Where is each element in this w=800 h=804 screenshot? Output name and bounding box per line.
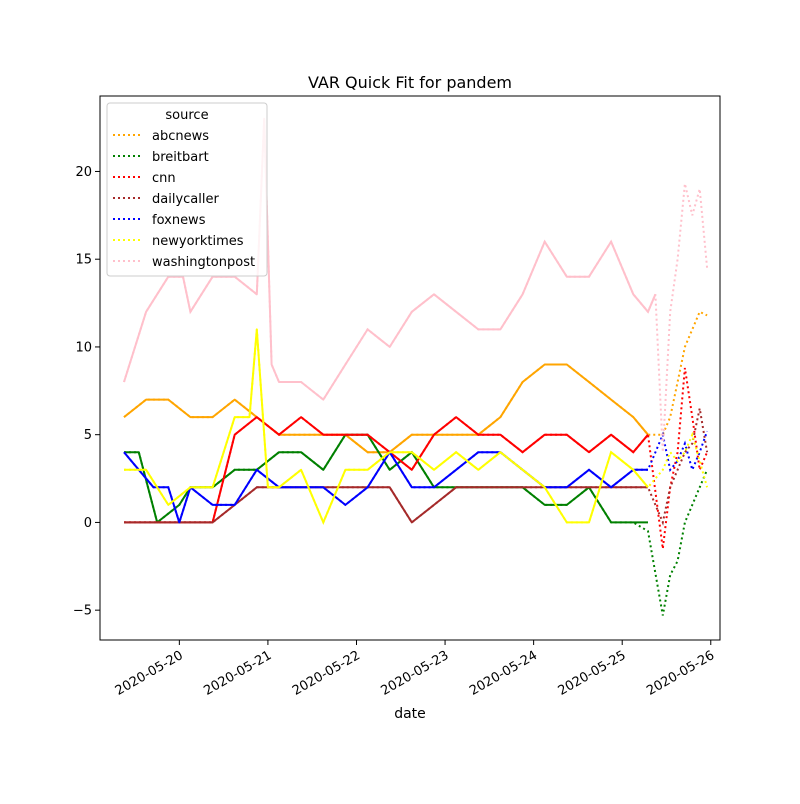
y-tick-label: −5: [73, 604, 92, 619]
series-layer: [123, 117, 709, 616]
y-tick-label: 10: [75, 340, 92, 355]
legend-label-abcnews: abcnews: [152, 129, 209, 144]
y-tick-label: 5: [84, 428, 92, 443]
legend-entries: abcnews breitbart cnn dailycaller foxnews new…: [113, 129, 255, 270]
chart-title: VAR Quick Fit for pandem: [308, 73, 512, 92]
plot-area-frame: [99, 95, 721, 641]
series-line-newyorktimes: [124, 328, 649, 524]
y-tick-label: 0: [84, 516, 92, 531]
legend-title: source: [165, 108, 208, 123]
legend-label-breitbart: breitbart: [152, 150, 209, 165]
legend-frame: [106, 102, 268, 277]
series-line-foxnews: [123, 451, 648, 524]
series-line-washingtonpost: [123, 117, 657, 401]
x-axis-label: date: [394, 706, 426, 722]
y-axis: −5 0 5 10 15 20: [73, 165, 100, 619]
y-tick-label: 20: [75, 165, 92, 180]
legend-label-cnn: cnn: [152, 171, 176, 186]
y-tick-label: 15: [75, 253, 92, 268]
legend-label-washingtonpost: washingtonpost: [152, 255, 255, 270]
legend: source abcnews breitbart cnn dailycaller fox…: [106, 102, 268, 277]
legend-label-foxnews: foxnews: [152, 213, 206, 228]
legend-label-dailycaller: dailycaller: [152, 192, 219, 207]
legend-label-newyorktimes: newyorktimes: [152, 234, 244, 249]
